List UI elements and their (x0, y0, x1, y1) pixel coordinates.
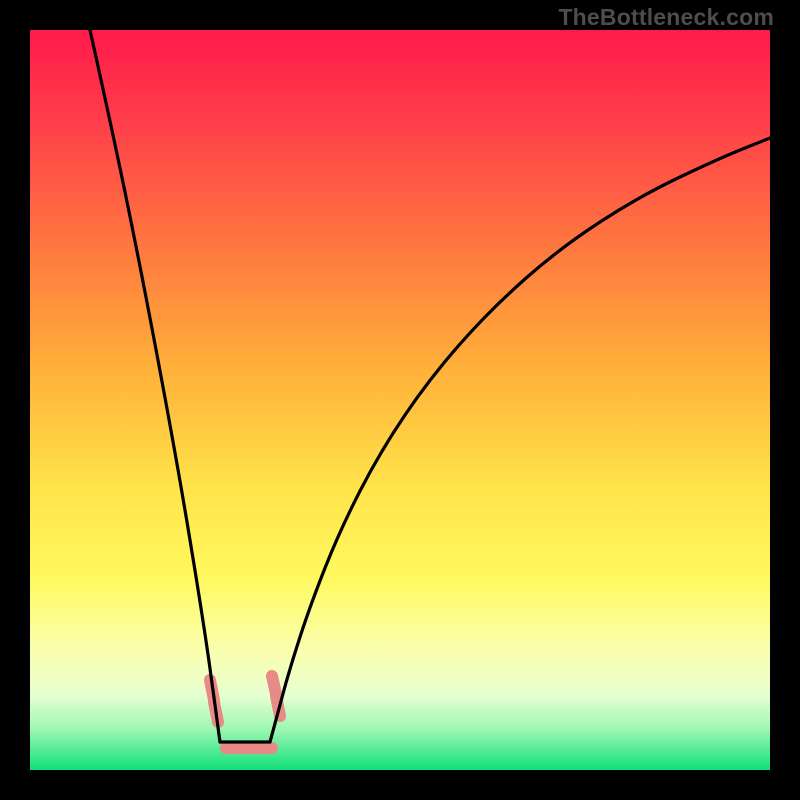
chart-frame: TheBottleneck.com (0, 0, 800, 800)
watermark-text: TheBottleneck.com (558, 4, 774, 31)
gradient-background (30, 30, 770, 770)
bottleneck-plot (0, 0, 800, 800)
